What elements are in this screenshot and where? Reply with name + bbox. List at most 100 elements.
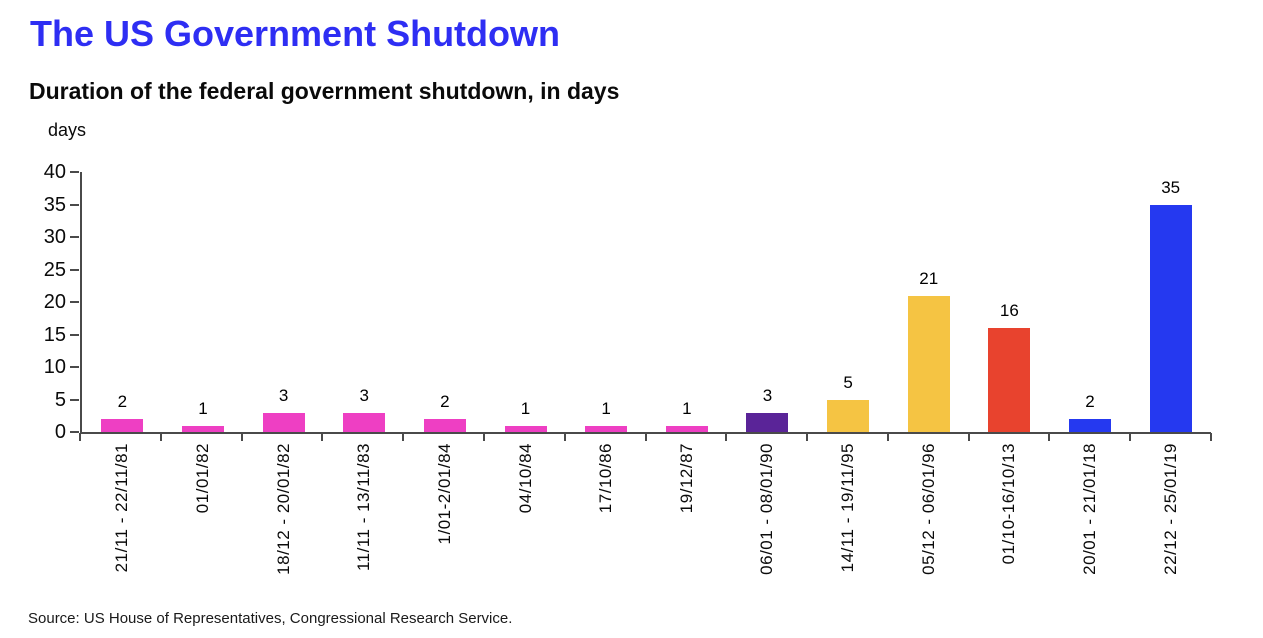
x-axis-label: 1/01-2/01/84: [434, 443, 454, 545]
bar-column: 3: [243, 172, 324, 432]
x-axis-label: 04/10/84: [515, 443, 535, 514]
y-axis-tick-mark: [70, 366, 79, 368]
bar: [1069, 419, 1111, 432]
y-axis-tick-label: 20: [43, 291, 66, 313]
x-axis-label: 20/01 - 21/01/18: [1080, 443, 1099, 575]
x-axis-tick-mark: [886, 433, 889, 441]
x-axis-label-cell: 04/10/84: [485, 443, 566, 575]
bar-value-label: 3: [278, 385, 289, 405]
y-axis-tick-label: 0: [54, 421, 66, 443]
bar: [665, 425, 708, 432]
y-axis-tick-mark: [70, 171, 79, 173]
bar-column: 5: [808, 172, 889, 432]
bar: [1149, 204, 1192, 432]
x-axis-tick-mark: [1210, 433, 1212, 441]
bar: [423, 419, 466, 432]
bar-value-label: 35: [1161, 177, 1181, 197]
bar-value-label: 21: [919, 268, 939, 288]
page-title: The US Government Shutdown: [30, 13, 561, 54]
bar-column: 1: [163, 172, 244, 432]
y-axis-tick-mark: [70, 333, 79, 336]
x-axis-label-cell: 20/01 - 21/01/18: [1050, 443, 1131, 575]
bar: [181, 425, 224, 432]
bar-value-label: 3: [762, 385, 773, 405]
x-axis-label: 18/12 - 20/01/82: [273, 443, 293, 575]
x-axis-tick-mark: [159, 433, 162, 441]
bars-container: 2 1 3 3 2 1 1 1 3 5 21 16 2 35: [82, 172, 1211, 432]
x-axis-tick-mark: [321, 433, 324, 441]
bar-value-label: 1: [601, 398, 611, 418]
bar-value-label: 1: [682, 398, 692, 418]
x-axis-label-cell: 18/12 - 20/01/82: [243, 443, 324, 575]
y-axis-tick-label: 15: [43, 323, 66, 346]
y-axis-tick-mark: [70, 431, 79, 433]
x-axis-label: 05/12 - 06/01/96: [918, 443, 938, 575]
x-axis-tick-mark: [482, 433, 485, 441]
y-axis-tick-label: 40: [43, 161, 66, 183]
x-axis-tick-mark: [806, 433, 809, 441]
chart-subtitle: Duration of the federal government shutd…: [29, 78, 620, 104]
y-axis-tick-mark: [70, 203, 79, 206]
bar: [746, 412, 789, 432]
bar-value-label: 2: [440, 392, 450, 411]
y-axis-tick-mark: [70, 268, 79, 271]
x-axis-label: 19/12/87: [676, 443, 696, 514]
bar-value-label: 2: [117, 392, 128, 411]
x-axis-label-cell: 22/12 - 25/01/19: [1130, 443, 1211, 575]
bar-value-label: 1: [520, 398, 531, 418]
y-axis-tick-label: 5: [54, 388, 66, 411]
x-axis-label-cell: 19/12/87: [646, 443, 727, 575]
bar-column: 1: [646, 172, 727, 432]
bar: [101, 419, 144, 432]
x-axis-tick-mark: [1129, 433, 1132, 441]
x-axis-label-cell: 11/11 - 13/11/83: [324, 443, 405, 575]
x-axis-label-cell: 17/10/86: [566, 443, 647, 575]
x-axis-label: 11/11 - 13/11/83: [354, 443, 374, 572]
bar-column: 2: [1050, 172, 1131, 432]
y-axis-tick-label: 30: [43, 226, 66, 248]
x-axis-tick-mark: [240, 433, 243, 441]
x-axis-tick-mark: [402, 433, 405, 441]
bar: [262, 412, 305, 432]
x-axis-label-cell: 01/01/82: [163, 443, 244, 575]
y-axis-tick-mark: [70, 301, 79, 303]
bar-value-label: 16: [999, 301, 1019, 320]
bar-column: 3: [727, 172, 808, 432]
y-axis-tick-label: 10: [43, 356, 66, 378]
y-axis-unit-label: days: [48, 120, 87, 140]
bar-column: 3: [324, 172, 405, 432]
x-axis-tick-mark: [967, 433, 970, 441]
x-axis-label-cell: 06/01 - 08/01/90: [727, 443, 808, 575]
y-axis-tick-label: 35: [43, 193, 66, 216]
bar: [827, 399, 870, 432]
x-axis-label: 14/11 - 19/11/95: [838, 443, 858, 573]
x-axis-tick-mark: [563, 433, 566, 441]
x-axis-label: 01/10-16/10/13: [999, 443, 1019, 565]
bar-value-label: 1: [198, 398, 208, 418]
x-axis-label: 22/12 - 25/01/19: [1160, 443, 1180, 575]
x-axis-label: 17/10/86: [596, 443, 616, 514]
bar-chart-plot: 2 1 3 3 2 1 1 1 3 5 21 16 2 35: [80, 172, 1211, 434]
bar: [988, 328, 1031, 432]
x-axis-label-cell: 14/11 - 19/11/95: [808, 443, 889, 575]
bar-value-label: 2: [1085, 392, 1095, 411]
x-axis-tick-mark: [79, 433, 81, 441]
x-axis-label-cell: 21/11 - 22/11/81: [82, 443, 163, 575]
bar-value-label: 3: [359, 385, 369, 405]
x-axis-label: 21/11 - 22/11/81: [112, 443, 132, 573]
bar-column: 2: [405, 172, 486, 432]
x-axis-labels-row: 21/11 - 22/11/81 01/01/82 18/12 - 20/01/82…: [82, 443, 1211, 575]
bar-column: 1: [566, 172, 647, 432]
bar: [504, 425, 547, 432]
x-axis-label-cell: 05/12 - 06/01/96: [888, 443, 969, 575]
bar-value-label: 5: [843, 372, 853, 392]
x-axis-label-cell: 1/01-2/01/84: [405, 443, 486, 575]
bar-column: 21: [888, 172, 969, 432]
bar-column: 16: [969, 172, 1050, 432]
bar-column: 35: [1130, 172, 1211, 432]
x-axis-tick-mark: [644, 433, 647, 441]
bar: [585, 425, 628, 432]
bar-column: 1: [485, 172, 566, 432]
x-axis-tick-mark: [725, 433, 728, 441]
